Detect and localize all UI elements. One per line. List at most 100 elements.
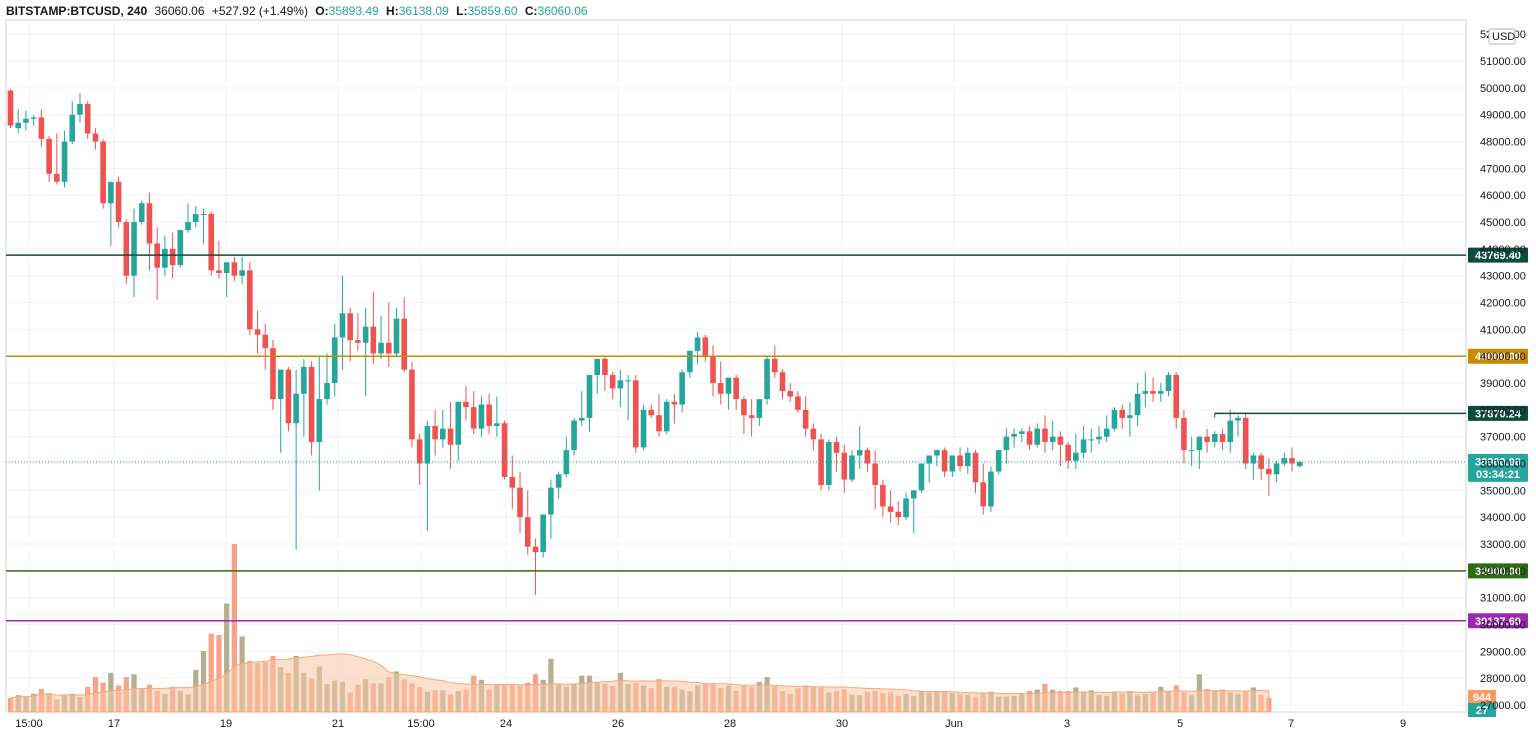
candle [385,302,392,367]
candle [779,369,786,400]
candle [702,334,709,362]
candle-body [1219,434,1226,443]
candle [756,399,763,426]
candle-body [270,348,276,400]
candle [15,109,22,134]
candle [679,369,685,413]
candle [964,447,971,475]
candle [409,361,415,448]
candle-body [1142,391,1149,394]
candle-body [216,270,222,274]
candle-body [1057,436,1064,445]
candle [640,404,647,451]
candle [1065,442,1071,469]
candle [1019,428,1025,443]
candle [1127,401,1133,437]
candle [1258,452,1264,480]
candle [540,514,546,558]
candle [633,374,639,453]
candle-body [1080,439,1087,453]
candle [748,399,755,437]
candle-body [663,401,670,432]
candle [671,393,678,424]
candle-body [687,350,693,373]
candle [1096,425,1102,445]
candle-body [717,383,724,394]
candle [918,463,925,494]
candle [578,391,585,426]
candle [440,409,446,448]
candle [995,450,1002,475]
price-tick-label: 44000.00 [1480,244,1526,256]
candle [1080,425,1087,459]
candle-body [262,334,269,349]
price-tick-label: 42000.00 [1480,298,1526,310]
currency-badge [1488,28,1516,45]
candle [463,385,469,421]
candle-body [787,391,794,397]
candle-body [702,337,709,357]
candle-body [463,401,469,408]
horizontal-levels[interactable]: 43769.40 40000.00 37870.24 32000.00 30137.60… [6,247,1528,717]
candle-body [1165,374,1172,392]
time-axis[interactable]: 15:00 17 19 21 15:00 24 26 28 30 Jun 3 5 7 9 [15,718,1406,730]
price-tick-label: 50000.00 [1480,83,1526,95]
candle [154,227,160,300]
candle-body [1003,436,1010,451]
candle [1049,420,1056,451]
candle [1150,377,1156,402]
candle [957,447,963,472]
candle-body [671,401,678,405]
price-level-label: 43769.40 [1475,250,1521,262]
candle [30,115,37,126]
price-tick-label: 30000.00 [1480,620,1526,632]
time-tick-label: 3 [1064,718,1070,730]
candle-body [247,270,253,330]
candle [239,256,245,284]
candle [1204,428,1210,453]
price-tick-label: 32000.00 [1480,566,1526,578]
candle [586,374,593,432]
candle [108,181,114,247]
candle-body [548,487,554,515]
candle [656,393,662,437]
open-label: O: [315,4,329,18]
high-value: 36138.09 [398,4,449,18]
candle-body [169,248,176,265]
candle [802,396,809,437]
candle [1042,415,1048,453]
symbol-title[interactable]: BITSTAMP:BTCUSD, 240 [6,4,148,18]
candle [447,401,454,469]
candle-body [316,399,323,443]
candle [378,315,384,359]
candle-body [162,248,168,268]
candle-body [362,326,369,343]
candle-body [69,114,76,142]
candle-body [54,173,60,182]
candle-body [1088,439,1095,441]
candle [270,340,276,410]
time-tick-label: 5 [1177,718,1183,730]
candle [301,358,307,437]
candle-body [1073,452,1079,461]
candle [1250,452,1257,480]
candle [478,396,485,437]
candle-body [586,374,593,418]
candle-body [401,318,408,370]
candle [1034,423,1041,448]
candle [856,425,863,469]
candle [517,471,523,534]
candle-body [733,377,739,400]
candle [77,93,83,123]
candle-body [223,262,230,274]
candle-body [38,117,45,139]
price-axis[interactable]: 27000.00 28000.00 29000.00 30000.00 31000.00… [1480,28,1526,712]
time-tick-label: 28 [724,718,736,730]
candle [54,133,60,185]
candle-body [1019,431,1025,435]
volume-moving-average [10,653,1270,713]
candle [826,439,832,491]
candle [123,219,130,284]
candle-body [1065,444,1071,461]
